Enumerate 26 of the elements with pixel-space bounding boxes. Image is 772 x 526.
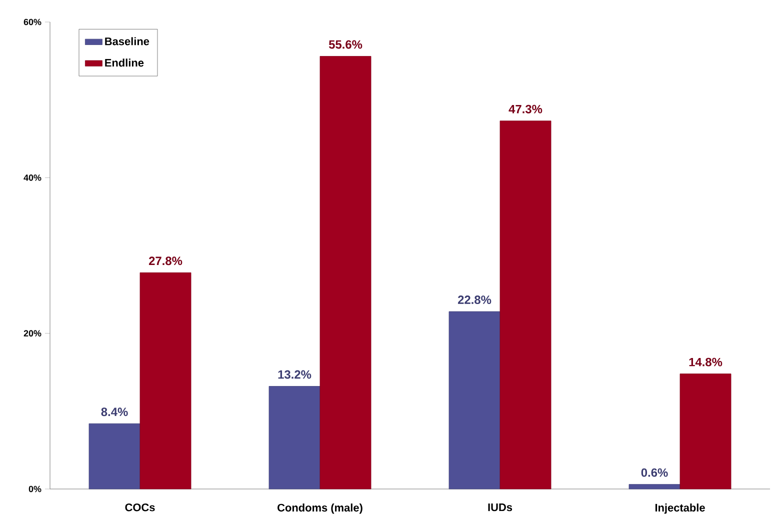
y-tick-label: 20% — [24, 330, 42, 337]
data-label: 14.8% — [689, 358, 722, 366]
x-tick-label: Injectable — [655, 504, 705, 514]
bar — [320, 56, 372, 490]
data-label: 27.8% — [148, 256, 182, 266]
data-label: 13.2% — [278, 370, 312, 379]
y-tick-label: 40% — [24, 174, 42, 181]
data-label: 22.8% — [458, 296, 492, 304]
legend-label: Baseline — [105, 37, 150, 46]
bar — [88, 423, 140, 490]
y-tick-label: 60% — [24, 18, 42, 26]
x-tick-label: COCs — [125, 504, 155, 512]
data-label: 47.3% — [508, 104, 542, 114]
bar — [268, 386, 320, 490]
bar — [140, 272, 192, 490]
data-label: 0.6% — [641, 468, 668, 477]
y-tick-label: 0% — [28, 486, 42, 492]
x-tick-label: IUDs — [488, 504, 512, 512]
data-label: 55.6% — [328, 40, 362, 49]
bar — [448, 311, 500, 490]
bar — [680, 374, 732, 490]
x-tick-label: Condoms (male) — [278, 504, 362, 514]
bar — [500, 120, 552, 490]
bar — [628, 484, 680, 490]
legend-label: Endline — [105, 58, 144, 67]
data-label: 8.4% — [101, 408, 128, 416]
